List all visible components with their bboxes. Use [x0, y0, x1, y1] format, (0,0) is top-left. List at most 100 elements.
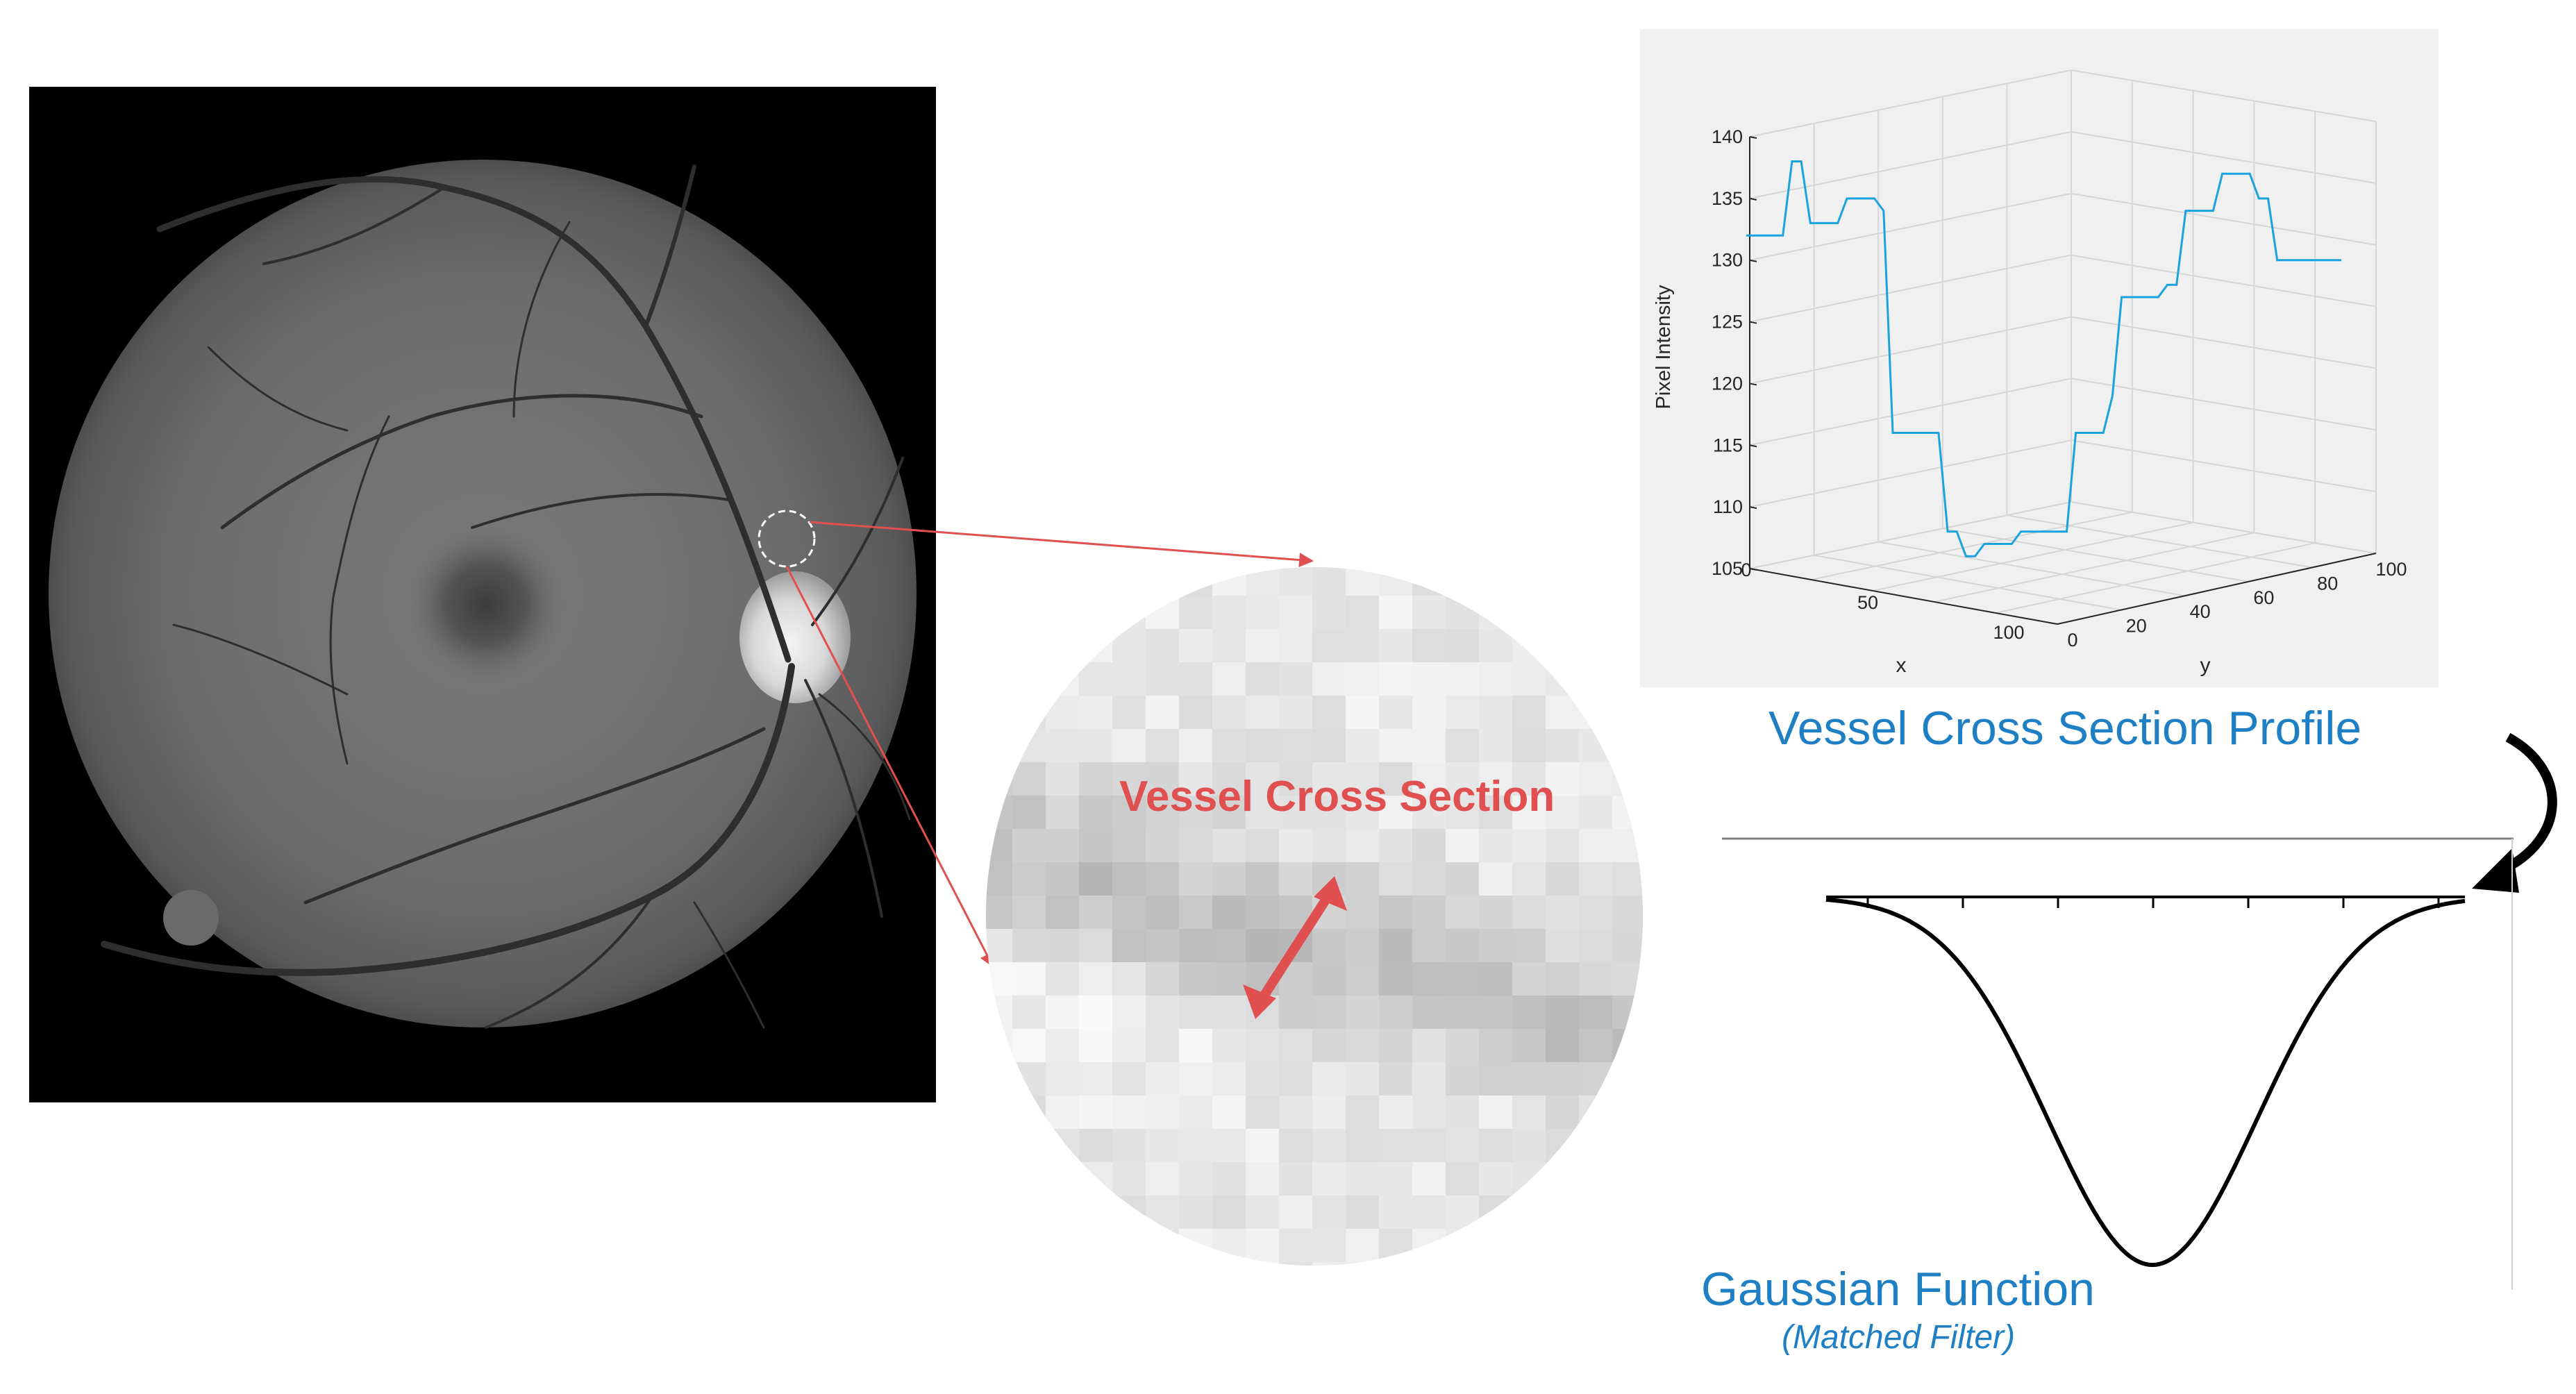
zoom-pixel	[1479, 762, 1513, 796]
grid-line	[1996, 542, 2316, 614]
zoom-pixel	[1479, 1062, 1513, 1096]
zoom-pixel	[1079, 1229, 1113, 1263]
zoom-pixel	[1046, 762, 1080, 796]
zoom-pixel	[1012, 1095, 1046, 1130]
zoom-pixel	[1279, 1129, 1313, 1163]
zoom-pixel	[986, 1029, 1013, 1063]
zoom-pixel	[1512, 1262, 1546, 1266]
zoom-pixel	[1412, 1195, 1446, 1229]
grid-line	[1749, 254, 2072, 323]
x-axis-label: x	[1896, 654, 1907, 677]
zoom-pixel	[1312, 1162, 1346, 1196]
zoom-pixel	[1146, 1129, 1180, 1163]
zoom-pixel	[1579, 1062, 1613, 1096]
connector-arrow-top	[809, 521, 1314, 568]
zoom-pixel	[1279, 829, 1313, 863]
zoom-pixel	[1046, 1062, 1080, 1096]
vessel-cross-section-label: Vessel Cross Section	[1119, 773, 1555, 821]
zoomed-vessel-view	[986, 567, 1680, 1296]
zoom-pixel	[1412, 996, 1446, 1030]
zoom-pixel	[1312, 1029, 1346, 1063]
grid-line	[1749, 192, 2072, 261]
zoom-pixel	[1046, 596, 1080, 630]
zoom-pixel	[1246, 829, 1280, 863]
zoom-pixel	[1646, 896, 1680, 930]
zoom-pixel	[1279, 1262, 1313, 1266]
zoom-pixel	[1312, 596, 1346, 630]
grid-line	[1749, 378, 2072, 446]
zoom-pixel	[1346, 1162, 1380, 1196]
grid-line	[1934, 532, 2255, 603]
y-tick-label: 40	[2190, 601, 2211, 622]
zoom-pixel	[1246, 729, 1280, 763]
zoom-pixel	[1112, 567, 1146, 596]
zoom-pixel	[1012, 862, 1046, 896]
zoom-pixel	[1012, 1129, 1046, 1163]
zoom-pixel	[1112, 1095, 1146, 1130]
z-tick-label: 110	[1713, 496, 1743, 517]
zoom-pixel	[1279, 1229, 1313, 1263]
zoom-pixel	[1479, 1095, 1513, 1130]
zoom-pixel	[1012, 1029, 1046, 1063]
zoom-pixel	[1612, 1095, 1643, 1130]
zoom-pixel	[1179, 1029, 1213, 1063]
zoom-pixel	[1212, 1129, 1246, 1163]
zoom-pixel	[1046, 1195, 1080, 1229]
grid-line	[2071, 378, 2377, 431]
zoom-pixel	[1379, 796, 1413, 830]
zoom-pixel	[1612, 729, 1643, 763]
grid-line	[1749, 439, 2072, 508]
zoom-pixel	[1246, 1129, 1280, 1163]
zoom-pixel	[1312, 662, 1346, 696]
zoom-pixel	[1079, 962, 1113, 996]
zoom-pixel	[1079, 829, 1113, 863]
zoom-pixel	[1179, 729, 1213, 763]
tick-mark	[1749, 136, 1757, 139]
zoom-pixel	[1079, 567, 1113, 596]
macula	[406, 524, 566, 684]
zoom-pixel	[1379, 1262, 1413, 1266]
zoom-pixel	[1012, 996, 1046, 1030]
zoom-pixel	[1579, 996, 1613, 1030]
zoom-pixel	[1279, 1029, 1313, 1063]
zoom-pixel	[1346, 1062, 1380, 1096]
zoom-pixel	[1146, 729, 1180, 763]
zoom-pixel	[1346, 796, 1380, 830]
grid-line	[2071, 316, 2377, 369]
zoom-pixel	[1646, 796, 1680, 830]
zoom-pixel	[1446, 1162, 1480, 1196]
zoom-pixel	[1479, 662, 1513, 696]
zoom-pixel	[1612, 1162, 1643, 1196]
zoom-pixel	[1179, 896, 1213, 930]
zoom-pixel	[1279, 662, 1313, 696]
z-tick-label: 135	[1712, 188, 1743, 209]
zoom-pixel	[986, 567, 1013, 596]
zoom-pixel	[1479, 1195, 1513, 1229]
zoom-pixel	[1646, 1262, 1680, 1296]
zoom-pixel	[1312, 567, 1346, 596]
zoom-pixel	[1079, 1162, 1113, 1196]
grid-line	[2071, 192, 2377, 246]
zoom-pixel	[1012, 1229, 1046, 1263]
zoom-pixel	[1379, 1062, 1413, 1096]
zoom-pixel	[1346, 696, 1380, 730]
zoom-pixel	[1446, 862, 1480, 896]
z-axis-label: Pixel Intensity	[1653, 285, 1675, 409]
zoom-pixel	[1112, 896, 1146, 930]
zoom-pixel	[1046, 729, 1080, 763]
zoom-pixel	[1379, 996, 1413, 1030]
zoom-pixel	[1012, 829, 1046, 863]
zoom-pixel	[1146, 1229, 1180, 1263]
zoom-pixel	[1146, 929, 1180, 963]
grid-line	[1872, 521, 2193, 591]
zoom-pixel	[1112, 729, 1146, 763]
zoom-pixel	[1279, 567, 1313, 596]
zoom-pixel	[1246, 929, 1280, 963]
zoom-pixel	[1512, 762, 1546, 796]
zoom-pixel	[1012, 796, 1046, 830]
zoom-pixel	[1246, 896, 1280, 930]
zoom-pixel	[1179, 1062, 1213, 1096]
zoom-pixel	[1179, 696, 1213, 730]
zoom-pixel	[1346, 1095, 1380, 1130]
gaussian-plot	[1722, 837, 2514, 1290]
